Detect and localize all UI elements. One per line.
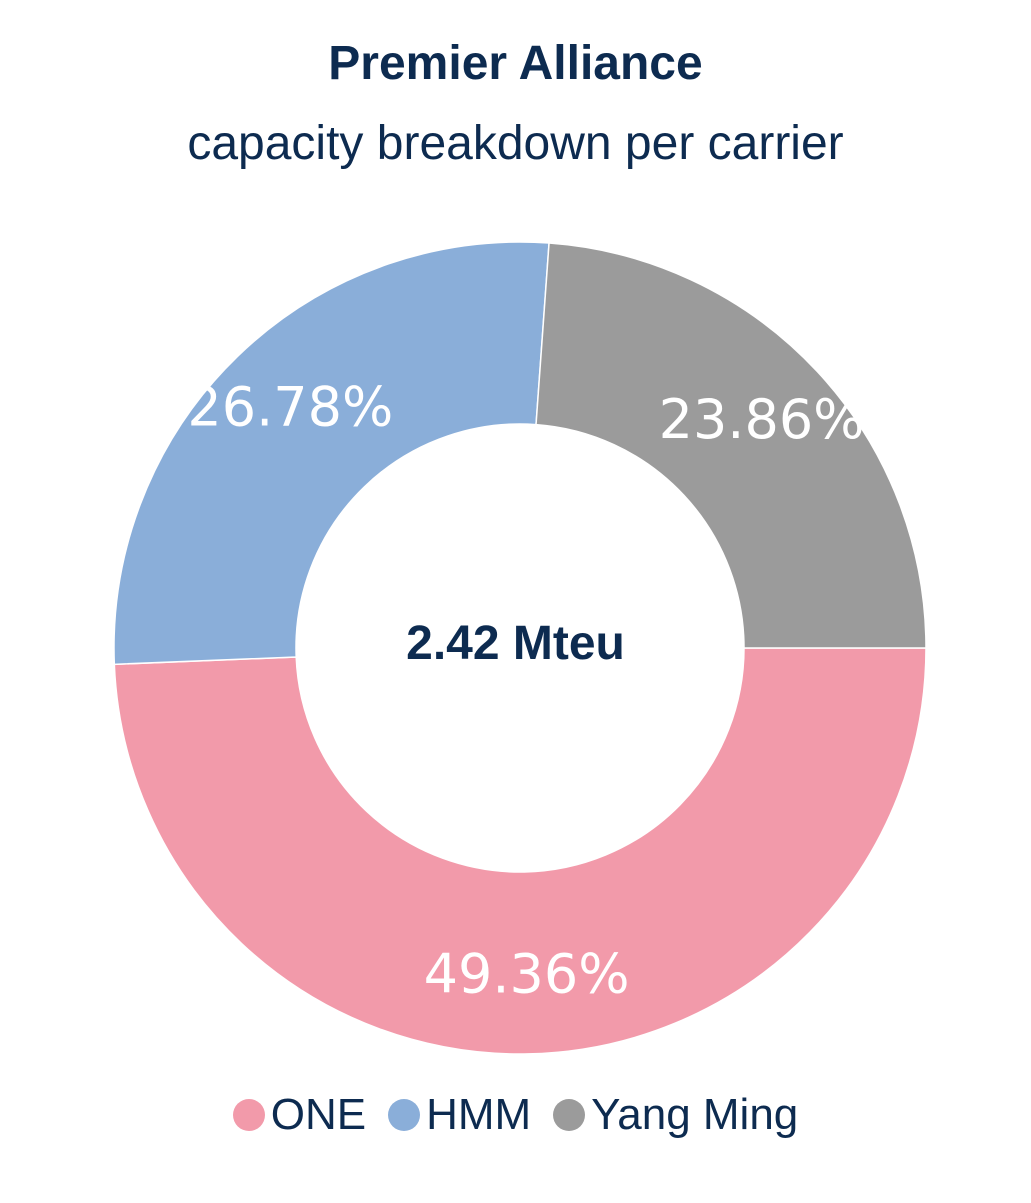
- legend-label-hmm: HMM: [426, 1090, 532, 1139]
- chart-legend: ONE HMM Yang Ming: [0, 1090, 1031, 1140]
- legend-label-yang-ming: Yang Ming: [591, 1090, 799, 1139]
- slice-hmm: [113, 241, 550, 666]
- slice-one: [113, 647, 927, 1055]
- legend-label-one: ONE: [270, 1090, 367, 1139]
- chart-title: Premier Alliance: [328, 37, 703, 90]
- slice-label-yang-ming: 23.86%: [659, 388, 865, 451]
- legend-item-hmm: HMM: [388, 1090, 531, 1140]
- legend-item-yang-ming: Yang Ming: [553, 1090, 798, 1140]
- legend-swatch-hmm: [388, 1099, 421, 1131]
- slice-yang-ming: [535, 242, 927, 649]
- total-capacity-label: 2.42 Mteu: [406, 617, 625, 670]
- chart-subtitle: capacity breakdown per carrier: [187, 117, 844, 170]
- legend-swatch-one: [232, 1099, 265, 1131]
- slice-label-hmm: 26.78%: [187, 376, 393, 439]
- slice-label-one: 49.36%: [424, 943, 630, 1006]
- legend-item-one: ONE: [232, 1090, 367, 1140]
- donut-slices: [113, 241, 927, 1055]
- legend-swatch-yang-ming: [553, 1099, 586, 1131]
- slice-labels: 49.36% 26.78% 23.86%: [187, 376, 864, 1006]
